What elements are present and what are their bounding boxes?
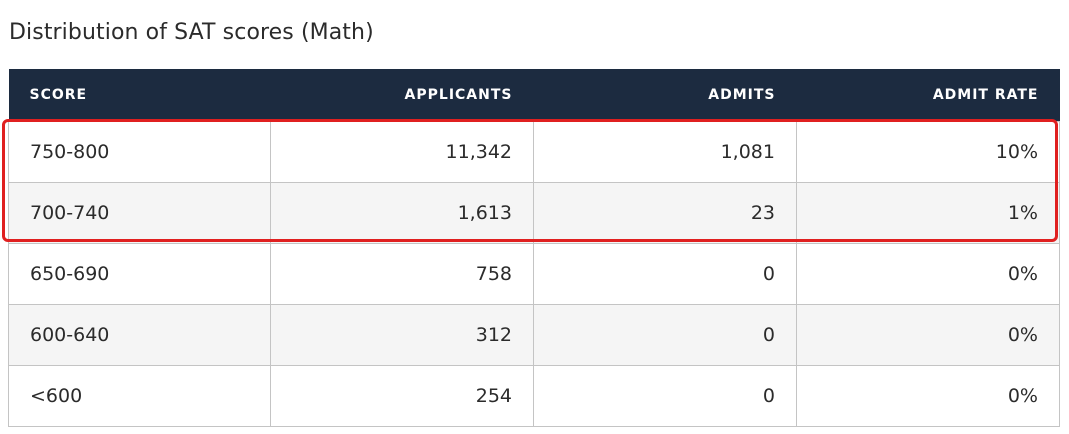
- score-cell: 750-800: [8, 121, 271, 183]
- admit-rate-cell: 0%: [796, 304, 1060, 366]
- admits-cell: 1,081: [533, 121, 797, 183]
- admit-rate-cell: 0%: [796, 365, 1060, 427]
- header-row: SCORE APPLICANTS ADMITS ADMIT RATE: [8, 69, 1060, 122]
- table-row: 700-740 1,613 23 1%: [8, 182, 1060, 244]
- admit-rate-cell: 10%: [796, 121, 1060, 183]
- table-row: 750-800 11,342 1,081 10%: [8, 121, 1060, 183]
- admits-cell: 23: [533, 182, 797, 244]
- table-body: 750-800 11,342 1,081 10% 700-740 1,613 2…: [8, 121, 1060, 427]
- admit-rate-cell: 0%: [796, 243, 1060, 305]
- admit-rate-cell: 1%: [796, 182, 1060, 244]
- applicants-cell: 758: [270, 243, 534, 305]
- score-cell: 600-640: [8, 304, 271, 366]
- applicants-cell: 312: [270, 304, 534, 366]
- table-row: <600 254 0 0%: [8, 365, 1060, 427]
- applicants-cell: 254: [270, 365, 534, 427]
- page-title: Distribution of SAT scores (Math): [9, 20, 374, 45]
- header-admits: ADMITS: [533, 69, 797, 122]
- score-cell: <600: [8, 365, 271, 427]
- applicants-cell: 1,613: [270, 182, 534, 244]
- header-applicants: APPLICANTS: [270, 69, 534, 122]
- score-cell: 700-740: [8, 182, 271, 244]
- admits-cell: 0: [533, 365, 797, 427]
- table-row: 600-640 312 0 0%: [8, 304, 1060, 366]
- applicants-cell: 11,342: [270, 121, 534, 183]
- sat-scores-table: SCORE APPLICANTS ADMITS ADMIT RATE 750-8…: [8, 69, 1060, 427]
- table-row: 650-690 758 0 0%: [8, 243, 1060, 305]
- admits-cell: 0: [533, 304, 797, 366]
- admits-cell: 0: [533, 243, 797, 305]
- score-cell: 650-690: [8, 243, 271, 305]
- header-score: SCORE: [8, 69, 271, 122]
- table-header: SCORE APPLICANTS ADMITS ADMIT RATE: [8, 69, 1060, 122]
- header-admit-rate: ADMIT RATE: [796, 69, 1060, 122]
